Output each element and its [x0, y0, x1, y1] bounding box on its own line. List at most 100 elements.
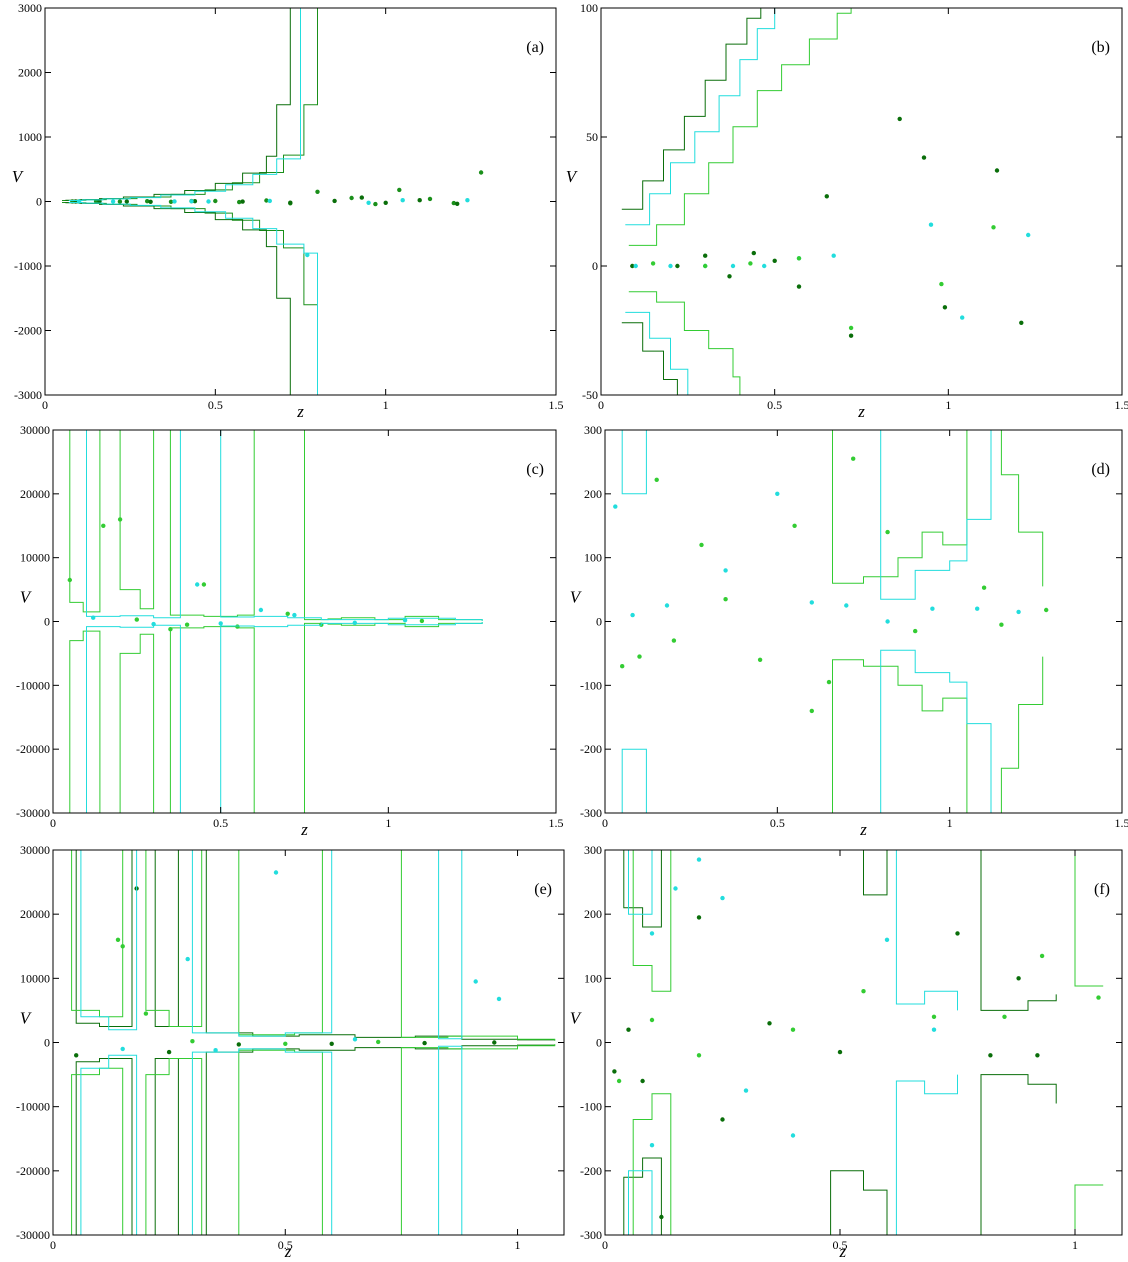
plot-area: [608, 430, 1048, 813]
data-point: [315, 190, 319, 194]
plot-frame: [605, 430, 1122, 813]
y-tick-label: 100: [584, 971, 602, 985]
plot-area: [622, 8, 1031, 395]
y-tick-label: -2000: [14, 324, 42, 338]
data-point: [397, 188, 401, 192]
data-point: [960, 315, 964, 319]
data-point: [240, 199, 244, 203]
panel-label: (d): [1091, 461, 1110, 478]
data-point: [675, 264, 679, 268]
data-point: [810, 600, 814, 604]
series-0-lower-bound: [58, 1044, 555, 1235]
data-point: [620, 664, 624, 668]
data-point: [384, 201, 388, 205]
chart-panel-a: 0 0.5 1 1.5 -3000 -2000 -1000 0 1000 2000 3000 z V (a…: [12, 1, 564, 421]
data-point: [68, 578, 72, 582]
data-point: [651, 261, 655, 265]
plot-frame: [53, 850, 564, 1235]
y-tick-label: -200: [580, 1164, 602, 1178]
data-point: [988, 1053, 992, 1057]
data-point: [492, 1040, 496, 1044]
data-point: [634, 264, 638, 268]
y-tick-label: 100: [584, 551, 602, 565]
data-point: [655, 478, 659, 482]
series-0-upper-bound: [58, 850, 555, 1041]
y-axis-title: V: [566, 167, 579, 186]
y-tick-label: 2000: [18, 66, 42, 80]
data-point: [650, 1018, 654, 1022]
y-tick-label: -1000: [14, 259, 42, 273]
plot-area: [62, 8, 483, 395]
data-point: [330, 1042, 334, 1046]
panel-label: (a): [526, 39, 544, 56]
data-point: [144, 1011, 148, 1015]
data-point: [376, 1040, 380, 1044]
y-tick-label: 0: [36, 195, 42, 209]
y-tick-label: -10000: [16, 1100, 50, 1114]
data-point: [665, 603, 669, 607]
data-point: [844, 603, 848, 607]
y-axis-title: V: [570, 587, 583, 606]
series-1-lower-bound: [65, 203, 290, 395]
series-0-lower-bound: [608, 657, 1042, 813]
data-point: [762, 264, 766, 268]
x-tick-label: 0.5: [770, 816, 785, 830]
data-point: [259, 608, 263, 612]
data-point: [775, 492, 779, 496]
data-point: [1035, 1053, 1039, 1057]
data-point: [672, 638, 676, 642]
x-tick-label: 1: [947, 816, 953, 830]
data-point: [401, 198, 405, 202]
y-tick-label: -100: [580, 678, 602, 692]
x-tick-label: 1: [945, 398, 951, 412]
data-point: [420, 619, 424, 623]
data-point: [699, 543, 703, 547]
y-tick-label: 3000: [18, 1, 42, 15]
data-point: [1096, 995, 1100, 999]
y-tick-label: 0: [592, 259, 598, 273]
data-point: [720, 1117, 724, 1121]
series-1-lower-bound: [610, 1094, 1103, 1235]
panel-label: (c): [526, 461, 544, 478]
data-point: [148, 200, 152, 204]
data-point: [773, 259, 777, 263]
data-point: [1026, 233, 1030, 237]
series-0-upper-bound: [622, 8, 761, 209]
y-tick-label: -30000: [16, 806, 50, 820]
data-point: [727, 274, 731, 278]
data-point: [720, 896, 724, 900]
chart-panel-f: 0 0.5 1-300-200-1000100200300zV(f): [570, 843, 1122, 1261]
series-0-lower-bound: [56, 622, 482, 813]
y-tick-label: 50: [586, 130, 598, 144]
data-point: [955, 931, 959, 935]
y-axis-title: V: [20, 587, 33, 606]
x-tick-label: 0.5: [767, 398, 782, 412]
y-tick-label: -100: [580, 1100, 602, 1114]
plot-area: [58, 850, 555, 1235]
data-point: [930, 607, 934, 611]
data-point: [213, 1048, 217, 1052]
series-1-upper-bound: [610, 850, 1103, 991]
y-tick-label: -20000: [16, 1164, 50, 1178]
panel-label: (e): [534, 881, 552, 898]
y-tick-label: 30000: [20, 843, 50, 857]
x-axis-title: z: [296, 402, 304, 421]
data-point: [943, 305, 947, 309]
y-tick-label: 0: [44, 615, 50, 629]
x-tick-label: 0: [602, 816, 608, 830]
data-point: [274, 870, 278, 874]
data-point: [286, 612, 290, 616]
data-point: [939, 282, 943, 286]
y-tick-label: 300: [584, 423, 602, 437]
data-point: [202, 582, 206, 586]
y-tick-label: -20000: [16, 742, 50, 756]
data-point: [219, 621, 223, 625]
x-tick-label: 0: [50, 1238, 56, 1252]
series-2-lower-bound: [629, 292, 740, 395]
chart-panel-d: 0 0.5 1 1.5-300-200-1000100200300zV(d): [570, 423, 1128, 839]
data-point: [1044, 608, 1048, 612]
data-point: [213, 199, 217, 203]
data-point: [885, 938, 889, 942]
y-tick-label: 20000: [20, 487, 50, 501]
